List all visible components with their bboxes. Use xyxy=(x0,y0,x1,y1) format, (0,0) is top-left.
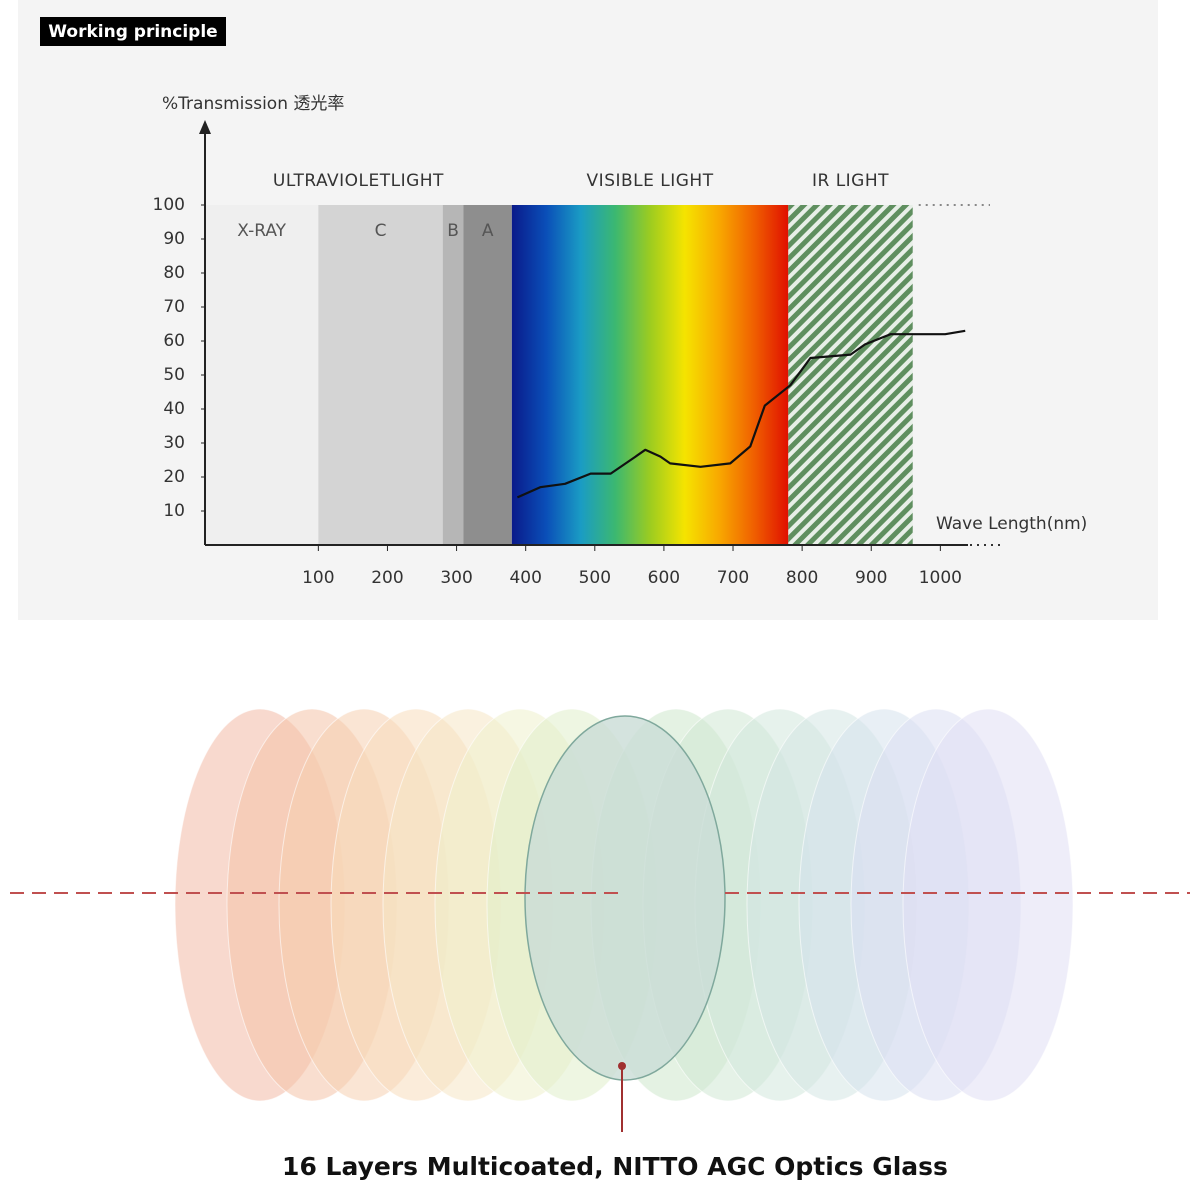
region xyxy=(318,205,443,545)
x-tick-label: 300 xyxy=(440,568,472,588)
y-tick-label: 60 xyxy=(163,331,185,351)
y-tick-label: 80 xyxy=(163,263,185,283)
chart: X-RAY C B A ULTRAVIOLETLIGHT VISIBLE LIGHT IR … xyxy=(153,94,1088,588)
region xyxy=(788,205,913,545)
y-tick-label: 30 xyxy=(163,433,185,453)
region xyxy=(205,205,319,545)
y-tick-label: 70 xyxy=(163,297,185,317)
x-tick-label: 1000 xyxy=(919,568,962,588)
lens xyxy=(902,708,1074,1102)
region-label: A xyxy=(482,221,494,241)
x-tick-label: 400 xyxy=(509,568,541,588)
x-tick-label: 200 xyxy=(371,568,403,588)
region xyxy=(442,205,464,545)
spectrum-label: VISIBLE LIGHT xyxy=(587,171,714,191)
caption: 16 Layers Multicoated, NITTO AGC Optics … xyxy=(282,1152,948,1181)
y-tick-label: 10 xyxy=(163,501,185,521)
lens-highlight xyxy=(524,715,726,1081)
transmission-curve xyxy=(516,329,966,499)
x-tick-label: 100 xyxy=(302,568,334,588)
y-axis-label: %Transmission 透光率 xyxy=(162,94,344,114)
region-label: X-RAY xyxy=(237,221,286,241)
region-label: B xyxy=(447,221,459,241)
x-axis-label: Wave Length(nm) xyxy=(936,514,1087,534)
x-tick-label: 600 xyxy=(648,568,680,588)
x-tick-label: 800 xyxy=(786,568,818,588)
y-tick-label: 100 xyxy=(153,195,185,215)
region xyxy=(511,205,789,545)
region xyxy=(463,205,512,545)
y-tick-label: 50 xyxy=(163,365,185,385)
y-tick-label: 90 xyxy=(163,229,185,249)
header-title: Working principle xyxy=(48,22,217,42)
y-tick-label: 40 xyxy=(163,399,185,419)
y-tick-label: 20 xyxy=(163,467,185,487)
spectrum-label: ULTRAVIOLETLIGHT xyxy=(273,171,444,191)
x-tick-label: 700 xyxy=(717,568,749,588)
y-axis-arrow xyxy=(199,120,211,134)
pointer-dot xyxy=(618,1062,626,1070)
x-tick-label: 500 xyxy=(579,568,611,588)
lens-illustration xyxy=(174,708,1074,1102)
spectrum-label: IR LIGHT xyxy=(812,171,889,191)
header-box xyxy=(40,17,226,46)
x-tick-label: 900 xyxy=(855,568,887,588)
region-label: C xyxy=(375,221,387,241)
